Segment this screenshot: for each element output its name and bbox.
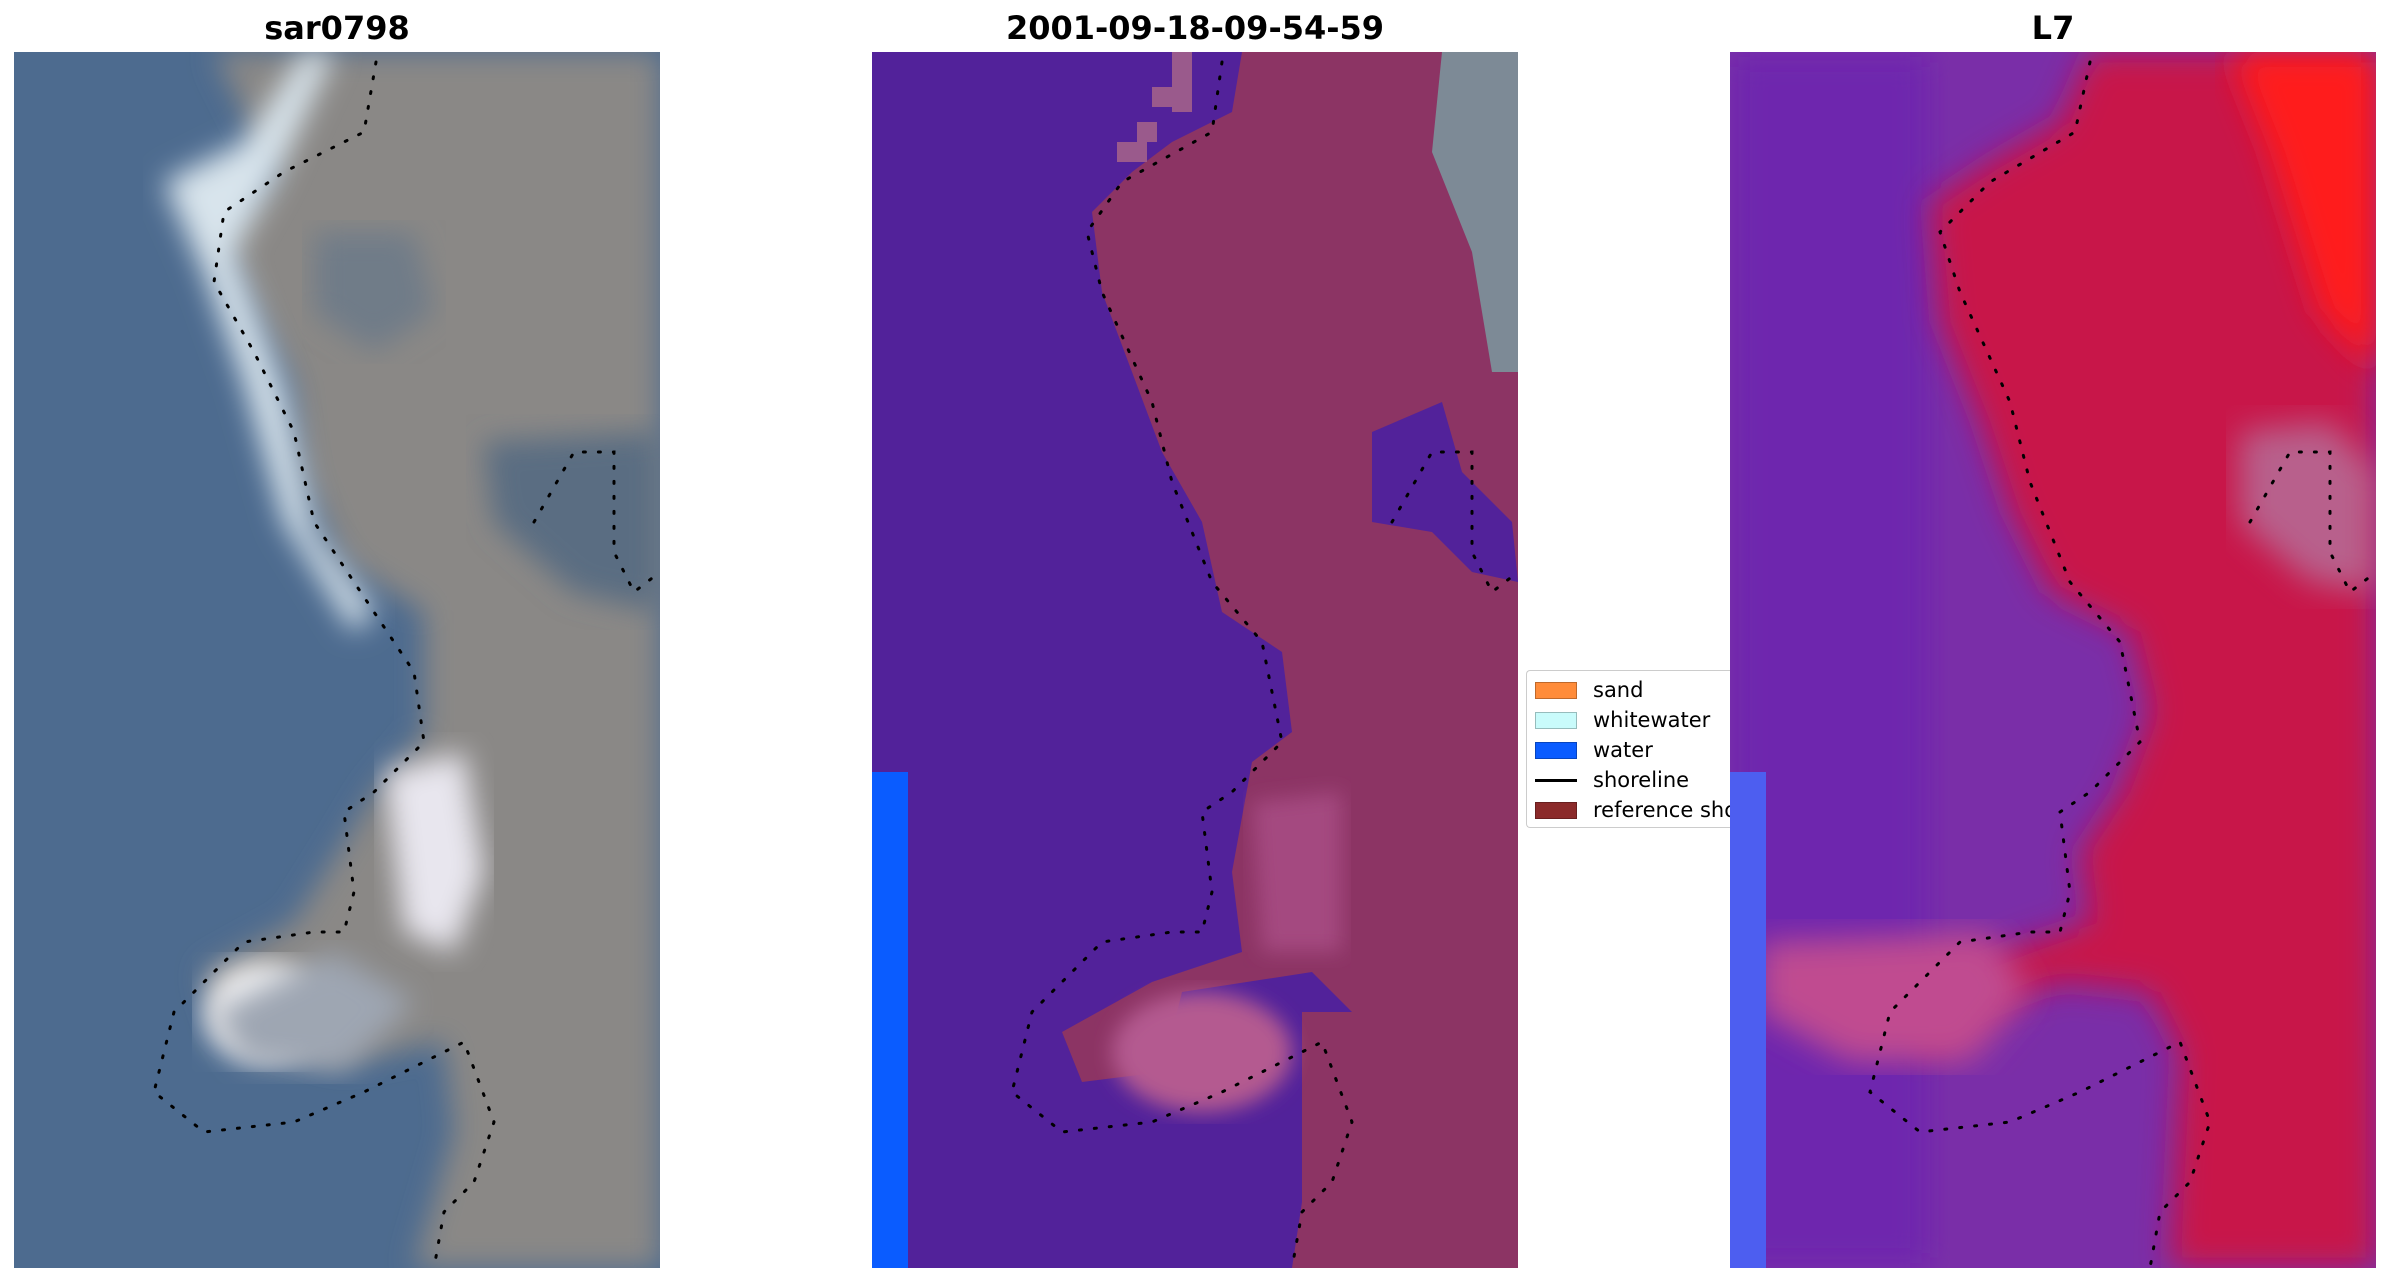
legend-item-reference-shoreline: reference shoreline [1535, 797, 1730, 823]
false-color-image-panel [1730, 52, 2376, 1268]
legend-item-water: water [1535, 737, 1653, 763]
legend-label-shoreline: shoreline [1593, 768, 1690, 792]
panel-title-classified: 2001-09-18-09-54-59 [1005, 9, 1385, 47]
legend-item-sand: sand [1535, 677, 1643, 703]
legend-label-reference-shoreline: reference shoreline [1593, 798, 1730, 822]
legend: sand whitewater water shoreline referenc… [1526, 670, 1730, 828]
panel-title-rgb: sar0798 [264, 9, 410, 47]
legend-label-sand: sand [1593, 678, 1644, 702]
legend-swatch-sand [1535, 681, 1577, 699]
legend-swatch-whitewater [1535, 711, 1577, 729]
legend-swatch-reference-shoreline [1535, 801, 1577, 819]
classified-image-panel [872, 52, 1518, 1268]
legend-line-shoreline [1535, 778, 1577, 782]
panel-title-false-color: L7 [2031, 9, 2075, 47]
legend-label-water: water [1593, 738, 1653, 762]
legend-item-shoreline: shoreline [1535, 767, 1689, 793]
legend-swatch-water [1535, 741, 1577, 759]
legend-label-whitewater: whitewater [1593, 708, 1711, 732]
rgb-image-panel [14, 52, 660, 1268]
legend-item-whitewater: whitewater [1535, 707, 1710, 733]
